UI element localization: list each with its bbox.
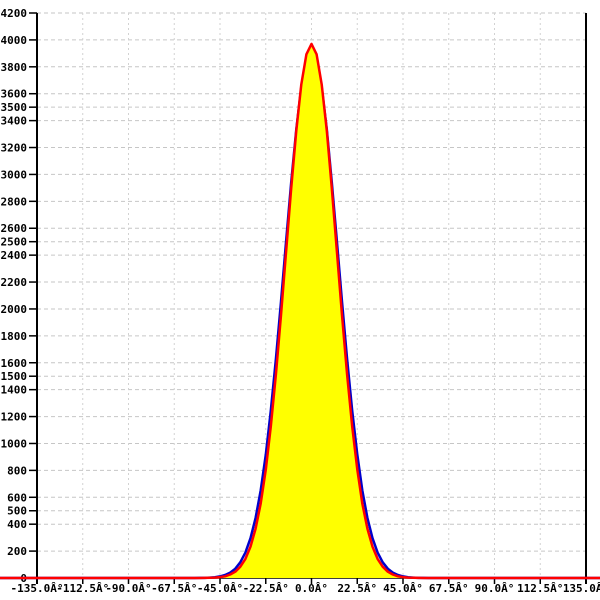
y-tick-label: 1500 [1, 370, 28, 383]
x-tick-label: 67.5Â° [429, 582, 469, 595]
y-tick-label: 1800 [1, 330, 28, 343]
y-tick-label: 2000 [1, 303, 28, 316]
x-tick-label: -45.0Â° [197, 582, 243, 595]
x-tick-label: 112.5Â° [517, 582, 563, 595]
y-tick-label: 3800 [1, 61, 28, 74]
y-tick-label: 1000 [1, 437, 28, 450]
y-tick-label: 800 [7, 464, 27, 477]
y-tick-label: 2200 [1, 276, 28, 289]
y-tick-label: 1400 [1, 384, 28, 397]
x-tick-label: 22.5Â° [337, 582, 377, 595]
x-tick-label: -112.5Â° [56, 582, 109, 595]
y-tick-label: 200 [7, 545, 27, 558]
y-tick-label: 1200 [1, 411, 28, 424]
x-tick-label: -90.0Â° [105, 582, 151, 595]
y-tick-label: 3600 [1, 88, 28, 101]
x-tick-label: 90.0Â° [475, 582, 515, 595]
y-tick-label: 4000 [1, 34, 28, 47]
x-tick-label: -135.0Â° [11, 582, 64, 595]
fit-curve-red-yellow-fill [0, 42, 600, 580]
y-tick-label: 2500 [1, 236, 28, 249]
x-tick-label: 0.0Â° [295, 582, 328, 595]
y-tick-label: 2600 [1, 222, 28, 235]
y-tick-label: 400 [7, 518, 27, 531]
x-tick-label: -67.5Â° [151, 582, 197, 595]
y-tick-label: 1600 [1, 357, 28, 370]
y-tick-label: 3500 [1, 101, 28, 114]
y-tick-label: 600 [7, 491, 27, 504]
y-tick-label: 2800 [1, 195, 28, 208]
x-tick-label: 135.0Â° [563, 582, 600, 595]
y-tick-label: 3200 [1, 142, 28, 155]
y-tick-label: 3000 [1, 168, 28, 181]
x-tick-label: 45.0Â° [383, 582, 423, 595]
y-tick-label: 500 [7, 505, 27, 518]
x-tick-label: -22.5Â° [243, 582, 289, 595]
y-tick-label: 4200 [1, 7, 28, 20]
y-tick-label: 3400 [1, 115, 28, 128]
y-tick-label: 2400 [1, 249, 28, 262]
